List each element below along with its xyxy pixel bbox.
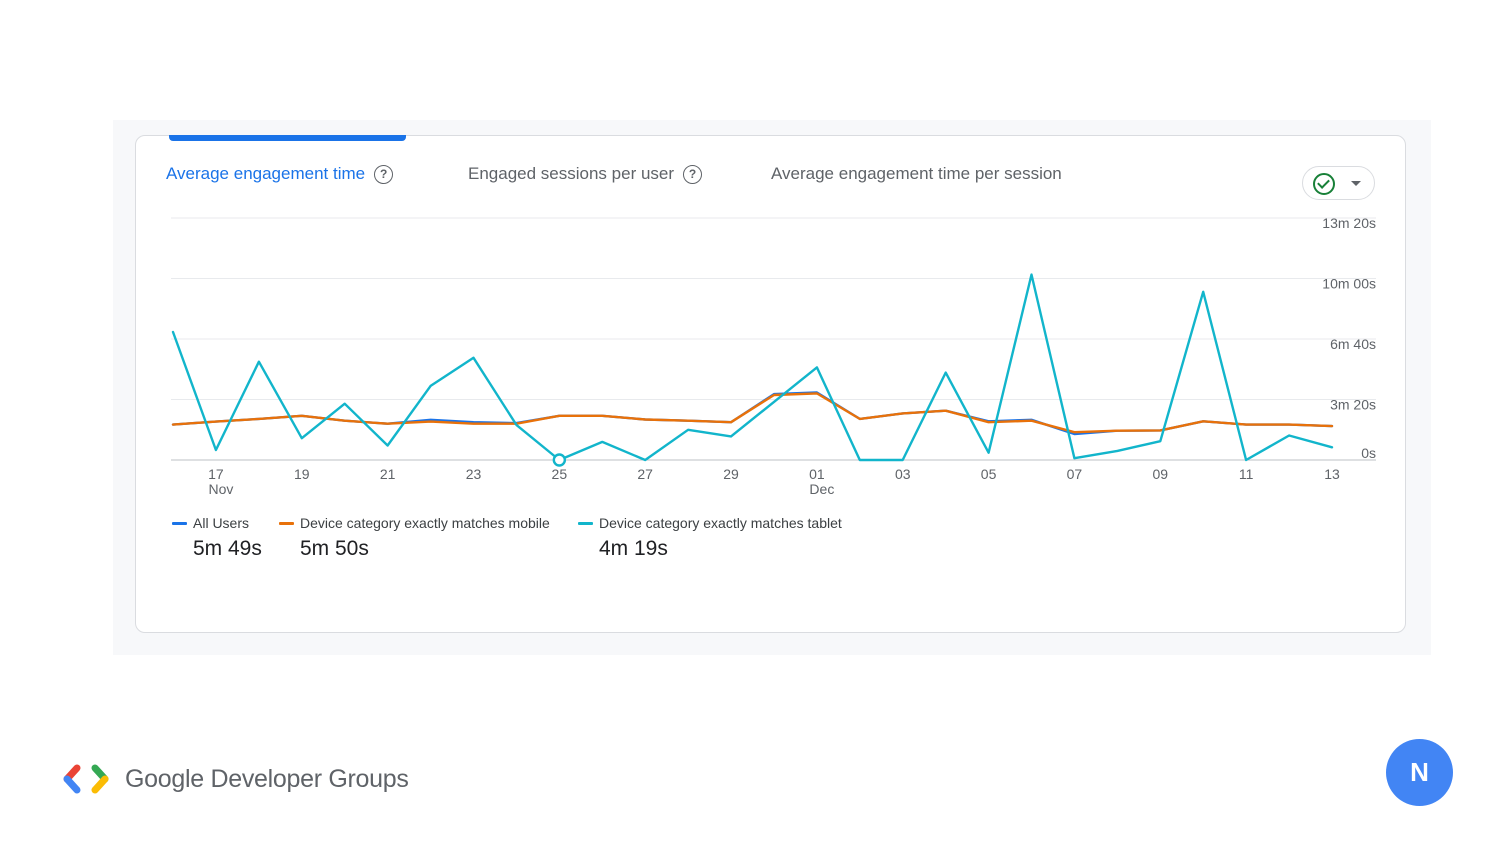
legend-value-mobile: 5m 50s <box>300 537 369 560</box>
check-circle-icon <box>1313 173 1335 195</box>
x-tick-label: 19 <box>294 466 310 482</box>
y-tick-label: 10m 00s <box>1322 276 1376 292</box>
x-tick-label: 17 <box>208 466 224 482</box>
legend-value-all-users: 5m 49s <box>193 537 262 560</box>
help-icon[interactable]: ? <box>683 164 703 184</box>
x-tick-label: 27 <box>637 466 653 482</box>
x-tick-label: 03 <box>895 466 911 482</box>
x-tick-label: 11 <box>1239 466 1254 482</box>
compare-dropdown-button[interactable] <box>1302 166 1375 200</box>
gdg-logo: Google Developer Groups <box>63 763 409 795</box>
legend-swatch <box>172 521 187 525</box>
x-tick-label: 09 <box>1153 466 1169 482</box>
y-tick-label: 13m 20s <box>1322 215 1376 231</box>
legend-value-tablet: 4m 19s <box>599 537 668 560</box>
series-line-device-category-exactly-matches-tablet <box>171 273 1334 462</box>
x-tick-sublabel: Dec <box>809 481 834 497</box>
y-tick-label: 3m 20s <box>1330 397 1376 413</box>
series-line-device-category-exactly-matches-mobile <box>171 392 1334 434</box>
legend-swatch <box>578 521 593 525</box>
legend-label: Device category exactly matches mobile <box>300 515 550 531</box>
tab-average-engagement-time-per-session[interactable]: Average engagement time per session <box>771 163 1062 185</box>
x-tick-label: 23 <box>466 466 482 482</box>
legend-label: Device category exactly matches tablet <box>599 515 842 531</box>
tab-label: Engaged sessions per user <box>468 164 675 183</box>
legend-item-all-users[interactable]: All Users <box>172 514 249 532</box>
series-line-all-users <box>171 391 1334 436</box>
tab-label: Average engagement time <box>166 164 366 183</box>
x-tick-label: 01 <box>809 466 825 482</box>
gdg-chevrons-icon <box>63 764 109 794</box>
help-icon[interactable]: ? <box>374 164 394 184</box>
y-tick-label: 0s <box>1361 445 1376 461</box>
gdg-brand-text: Google Developer Groups <box>125 764 409 793</box>
x-tick-sublabel: Nov <box>208 481 233 497</box>
x-tick-label: 07 <box>1067 466 1083 482</box>
legend-label: All Users <box>193 515 250 531</box>
x-tick-label: 25 <box>552 466 568 482</box>
legend-item-tablet[interactable]: Device category exactly matches tablet <box>578 514 842 532</box>
tab-label: Average engagement time per session <box>771 164 1062 183</box>
legend-swatch <box>279 521 294 525</box>
x-tick-label: 29 <box>723 466 739 482</box>
avatar[interactable]: N <box>1386 739 1453 806</box>
legend-item-mobile[interactable]: Device category exactly matches mobile <box>279 514 550 532</box>
y-tick-label: 6m 40s <box>1330 336 1376 352</box>
x-tick-label: 13 <box>1324 466 1340 482</box>
active-tab-indicator <box>169 135 406 141</box>
highlight-point <box>552 453 567 467</box>
caret-down-icon <box>1351 181 1361 186</box>
x-tick-label: 05 <box>981 466 997 482</box>
tab-engaged-sessions-per-user[interactable]: Engaged sessions per user ? <box>468 163 703 185</box>
x-tick-label: 21 <box>380 466 396 482</box>
tab-average-engagement-time[interactable]: Average engagement time ? <box>166 163 394 185</box>
